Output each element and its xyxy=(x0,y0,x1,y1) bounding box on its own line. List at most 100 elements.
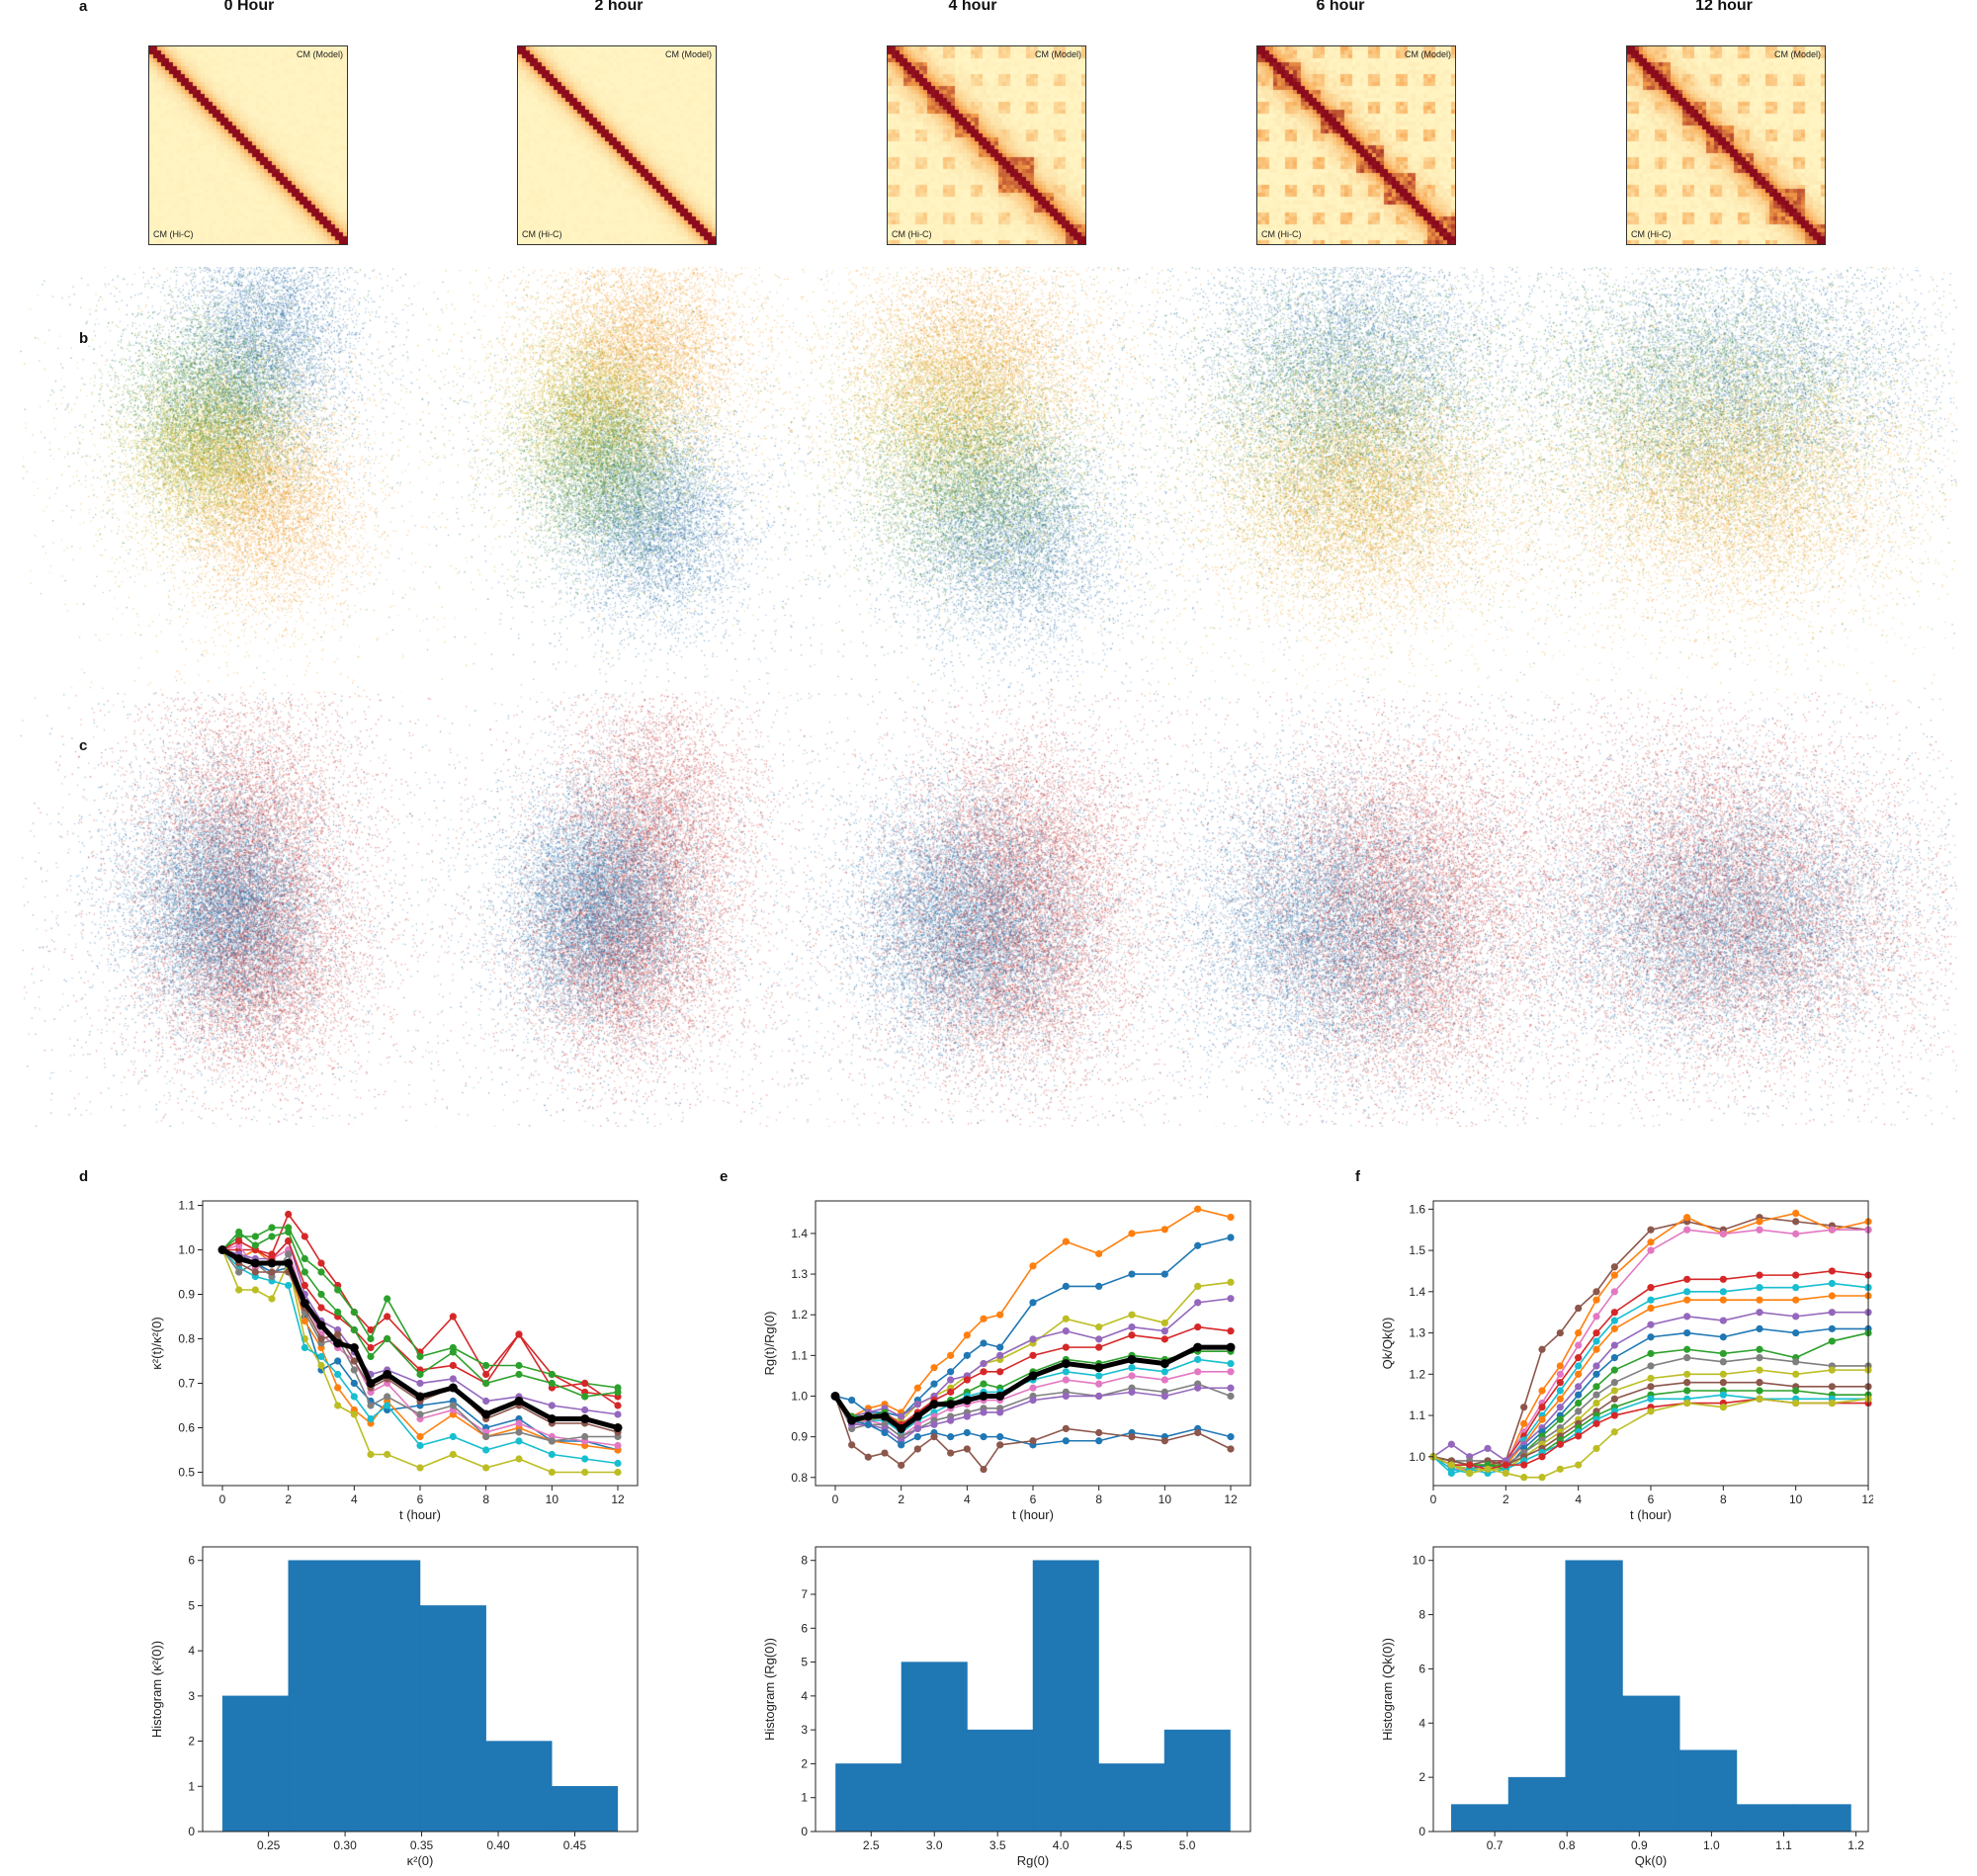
mean-point xyxy=(234,1254,244,1263)
data-point xyxy=(1719,1230,1727,1237)
panel-letter-e: e xyxy=(720,1168,729,1185)
data-point xyxy=(1756,1395,1763,1403)
contact-map-2h: CM (Model) CM (Hi-C) xyxy=(517,45,717,245)
data-point xyxy=(350,1366,358,1374)
x-tick-label: 4 xyxy=(351,1492,358,1506)
data-point xyxy=(864,1420,872,1428)
data-point xyxy=(898,1412,905,1420)
data-point xyxy=(1128,1364,1136,1372)
data-point xyxy=(350,1308,358,1317)
data-point xyxy=(317,1334,325,1343)
data-point xyxy=(235,1268,243,1276)
data-point xyxy=(947,1368,955,1376)
kappa-histogram: 0.25 0.30 0.35 0.40 0.45 0 1 2 3 4 5 6 κ²(0) Histogra… xyxy=(149,1546,639,1868)
data-point xyxy=(1610,1317,1618,1324)
histogram-bar-4 xyxy=(485,1741,553,1833)
y-tick-label: 5 xyxy=(801,1656,808,1669)
contact-map-12h: CM (Model) CM (Hi-C) xyxy=(1626,45,1826,245)
y-tick-label: 0.6 xyxy=(178,1421,195,1435)
histogram-bar-4 xyxy=(1678,1749,1738,1833)
y-tick-label: 1 xyxy=(188,1779,195,1793)
data-point xyxy=(1683,1296,1691,1304)
data-point xyxy=(1647,1407,1655,1415)
data-point xyxy=(1538,1404,1546,1411)
data-point xyxy=(614,1388,622,1397)
data-point xyxy=(1610,1341,1618,1349)
data-point xyxy=(449,1432,457,1441)
kappa-ratio-line-chart: 0 2 4 6 8 10 12 0.5 0.6 0.7 0.8 0.9 1.0 1.1 t (hour) κ²… xyxy=(149,1199,639,1522)
mean-point xyxy=(284,1258,294,1268)
qk-ratio-line-chart: 0 2 4 6 8 10 12 1.0 1.1 1.2 1.3 1.4 1.5 1.6 t (hour) Qk… xyxy=(1380,1200,1873,1522)
histogram-bar-5 xyxy=(551,1786,619,1833)
data-point xyxy=(1575,1341,1583,1349)
data-point xyxy=(1062,1282,1070,1290)
data-point xyxy=(317,1361,325,1370)
data-point xyxy=(251,1286,259,1294)
mean-point xyxy=(514,1397,524,1406)
data-point xyxy=(1828,1292,1836,1300)
contact-map-canvas xyxy=(149,46,347,244)
data-point xyxy=(1792,1387,1800,1395)
data-point xyxy=(1610,1309,1618,1317)
data-point xyxy=(1647,1238,1655,1246)
series-line-2 xyxy=(1432,1229,1868,1471)
data-point xyxy=(367,1402,375,1409)
data-point xyxy=(367,1450,375,1459)
data-point xyxy=(482,1361,490,1370)
x-tick-label: 8 xyxy=(482,1492,489,1506)
data-point xyxy=(1792,1218,1800,1226)
data-point xyxy=(1160,1376,1168,1384)
data-point xyxy=(548,1379,556,1388)
data-point xyxy=(1647,1395,1655,1403)
data-point xyxy=(1227,1278,1235,1286)
data-point xyxy=(251,1241,259,1249)
data-point xyxy=(1575,1362,1583,1370)
data-point xyxy=(848,1441,856,1449)
mean-point xyxy=(1193,1342,1203,1352)
data-point xyxy=(235,1228,243,1236)
data-point xyxy=(1095,1249,1103,1258)
data-point xyxy=(367,1414,375,1423)
data-point xyxy=(1719,1358,1727,1366)
data-point xyxy=(1575,1461,1583,1469)
data-point xyxy=(449,1375,457,1383)
data-point xyxy=(996,1433,1004,1441)
data-point xyxy=(416,1441,424,1450)
mean-point xyxy=(366,1379,376,1388)
data-point xyxy=(1556,1362,1564,1370)
x-tick-label: 2.5 xyxy=(863,1838,880,1852)
data-point xyxy=(350,1393,358,1401)
data-point xyxy=(1792,1209,1800,1218)
data-point xyxy=(1610,1395,1618,1403)
histogram-bar-3 xyxy=(1032,1560,1099,1833)
data-point xyxy=(548,1370,556,1379)
y-tick-label: 8 xyxy=(1418,1608,1425,1622)
data-point xyxy=(334,1330,342,1338)
data-point xyxy=(350,1325,358,1334)
data-point xyxy=(930,1433,938,1441)
data-point xyxy=(1756,1271,1763,1279)
data-point xyxy=(1683,1399,1691,1407)
data-point xyxy=(1062,1315,1070,1322)
mean-point xyxy=(613,1423,623,1432)
data-point xyxy=(367,1325,375,1334)
y-tick-label: 2 xyxy=(801,1756,808,1770)
data-point xyxy=(235,1286,243,1294)
contact-map-canvas xyxy=(518,46,716,244)
data-point xyxy=(963,1376,971,1384)
contact-map-canvas xyxy=(888,46,1085,244)
x-axis-label: κ²(0) xyxy=(407,1853,434,1868)
data-point xyxy=(1029,1437,1037,1445)
data-point xyxy=(301,1233,308,1240)
data-point xyxy=(1095,1335,1103,1343)
data-point xyxy=(1792,1296,1800,1304)
data-point xyxy=(482,1432,490,1441)
data-point xyxy=(1095,1380,1103,1388)
data-point xyxy=(996,1351,1004,1359)
contact-map-6h: CM (Model) CM (Hi-C) xyxy=(1256,45,1456,245)
histogram-bar-2 xyxy=(1565,1560,1623,1833)
data-point xyxy=(515,1419,523,1427)
data-point xyxy=(1194,1282,1202,1290)
y-axis-label: Qk/Qk(0) xyxy=(1380,1318,1395,1370)
data-point xyxy=(482,1379,490,1388)
